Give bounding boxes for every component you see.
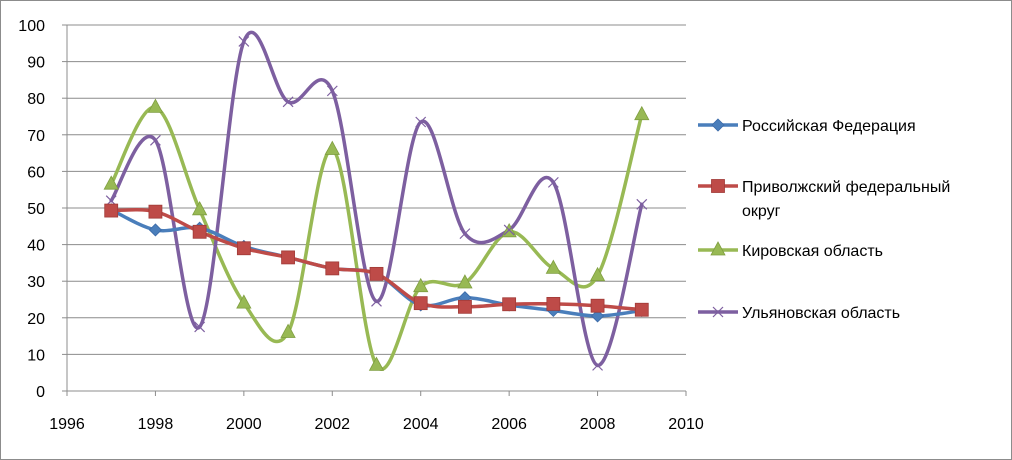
- legend: Российская Федерация Приволжский федераль…: [698, 118, 950, 322]
- legend-marker: [710, 241, 726, 256]
- data-point-s2-1999: [192, 224, 207, 239]
- legend-item-2: Приволжский федеральный округ: [698, 179, 950, 220]
- y-tick-label: 10: [27, 347, 45, 364]
- data-point-s4-1999: [194, 321, 206, 333]
- data-point-s3-1998: [147, 98, 164, 113]
- y-tick-label: 30: [27, 274, 45, 291]
- legend-label: Российская Федерация: [742, 118, 916, 135]
- data-point-s2-2009: [634, 302, 649, 317]
- y-tick-label: 40: [27, 238, 45, 255]
- x-marker-stroke: [371, 295, 382, 307]
- data-point-s3-2008: [589, 266, 606, 282]
- series-line-3: [109, 105, 644, 371]
- data-point-s4-2007: [547, 176, 559, 188]
- x-tick-label: 1996: [49, 416, 85, 433]
- data-point-s3-1999: [191, 200, 208, 216]
- y-tick-label: 90: [27, 55, 45, 72]
- data-point-s2-2002: [325, 261, 340, 276]
- data-point-s4-2008: [592, 359, 603, 371]
- data-point-s3-2007: [545, 259, 562, 274]
- data-point-s4-2002: [326, 85, 338, 97]
- data-point-s4-2003: [371, 295, 382, 307]
- data-point-s3-1997: [103, 175, 119, 190]
- y-tick-label: 80: [27, 91, 45, 108]
- x-tick-label: 2010: [668, 416, 704, 433]
- data-point-s4-2006: [503, 224, 515, 236]
- x-marker-stroke: [326, 85, 338, 97]
- x-marker-stroke: [459, 228, 471, 240]
- data-point-s4-2004: [415, 116, 427, 128]
- data-point-s2-2001: [281, 250, 295, 265]
- series-line-2: [109, 208, 644, 312]
- data-point-s3-2002: [324, 140, 340, 155]
- legend-marker: [711, 118, 725, 132]
- x-marker-stroke: [415, 116, 427, 128]
- legend-item-1: Российская Федерация: [698, 118, 916, 135]
- y-tick-label: 70: [27, 128, 45, 145]
- x-marker-stroke: [282, 96, 294, 108]
- data-point-s4-2009: [636, 198, 648, 210]
- data-point-s3-2003: [368, 356, 385, 371]
- data-point-s4-2001: [282, 96, 294, 108]
- data-point-s2-2006: [502, 297, 517, 312]
- series-line-4: [109, 30, 644, 368]
- x-marker-stroke: [238, 36, 250, 47]
- data-point-s3-2000: [236, 294, 252, 309]
- x-marker-stroke: [503, 224, 515, 236]
- data-point-s3-2009: [634, 105, 650, 121]
- legend-marker: [711, 179, 725, 193]
- y-tick-label: 20: [27, 311, 45, 328]
- x-marker-stroke: [636, 198, 648, 210]
- x-tick-label: 2008: [580, 416, 616, 433]
- data-point-s2-2005: [458, 299, 472, 314]
- x-marker-stroke: [712, 306, 724, 318]
- x-tick-label: 2000: [226, 416, 262, 433]
- y-tick-label: 0: [36, 384, 45, 401]
- x-marker-stroke: [547, 176, 559, 188]
- legend-item-4: Ульяновская область: [698, 305, 900, 322]
- x-tick-label: 2004: [403, 416, 439, 433]
- data-point-s3-2001: [280, 323, 296, 338]
- y-tick-label: 100: [18, 18, 45, 35]
- data-point-s2-1997: [104, 203, 119, 218]
- data-point-s4-1998: [150, 134, 161, 146]
- data-point-s2-2008: [590, 298, 605, 313]
- data-point-s3-2005: [457, 274, 473, 289]
- data-point-s4-2005: [459, 228, 471, 240]
- x-marker-stroke: [150, 134, 161, 146]
- legend-label: Ульяновская область: [742, 305, 900, 322]
- gridlines: [67, 24, 686, 355]
- y-tick-label: 50: [27, 201, 45, 218]
- data-point-s1-2008: [591, 309, 605, 323]
- data-point-s2-2004: [413, 296, 428, 311]
- legend-label: Кировская область: [742, 243, 883, 260]
- data-point-s3-2004: [413, 277, 429, 293]
- x-marker-stroke: [194, 321, 206, 333]
- x-tick-label: 2006: [491, 416, 527, 433]
- data-point-s2-1998: [148, 204, 163, 219]
- legend-label: округ: [742, 203, 781, 220]
- axes: 0 10 20 30 40 50 60 70 80 90 100 1996 1998 2000 2002 20…: [18, 18, 704, 433]
- legend-label: Приволжский федеральный: [742, 179, 950, 196]
- data-point-s2-2000: [236, 241, 251, 256]
- data-point-s1-1998: [148, 223, 162, 237]
- x-marker-stroke: [592, 359, 603, 371]
- x-tick-label: 1998: [138, 416, 174, 433]
- y-tick-label: 60: [27, 164, 45, 181]
- data-point-s2-2007: [546, 296, 561, 311]
- data-point-s4-2000: [238, 36, 250, 47]
- x-tick-label: 2002: [314, 416, 350, 433]
- data-point-s2-2003: [369, 266, 384, 281]
- legend-marker: [712, 306, 724, 318]
- series-group: [103, 30, 650, 371]
- legend-item-3: Кировская область: [698, 241, 883, 260]
